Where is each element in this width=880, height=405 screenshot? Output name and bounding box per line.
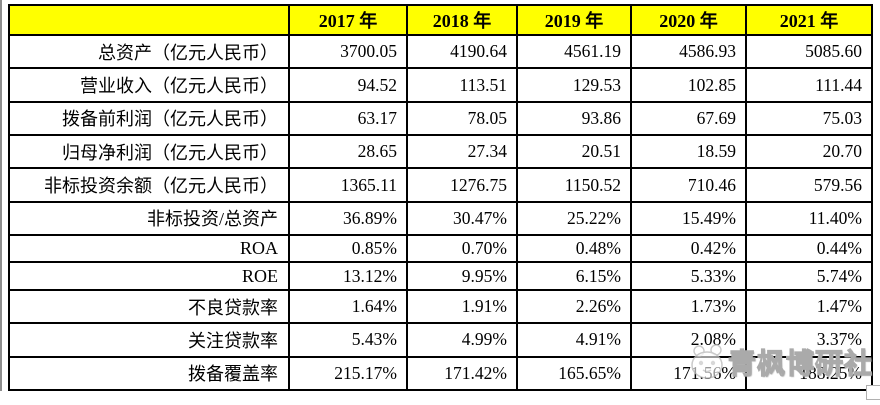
value-cell: 36.89% (288, 200, 408, 237)
value-cell: 2.08% (630, 322, 747, 358)
table-row: ROA 0.85% 0.70% 0.48% 0.42% 0.44% (8, 234, 873, 264)
row-label: 非标投资余额（亿元人民币） (8, 167, 290, 203)
table-row: 归母净利润（亿元人民币） 28.65 27.34 20.51 18.59 20.70 (8, 134, 873, 170)
value-cell: 710.46 (630, 167, 747, 203)
value-cell: 111.44 (745, 67, 873, 103)
value-cell: 18.59 (630, 134, 747, 170)
year-header-cell: 2017 年 (288, 4, 408, 36)
table-row: 非标投资余额（亿元人民币） 1365.11 1276.75 1150.52 710.46… (8, 167, 873, 203)
table-row: 不良贷款率 1.64% 1.91% 2.26% 1.73% 1.47% (8, 288, 873, 325)
value-cell: 5085.60 (745, 33, 873, 70)
table-row: 拨备覆盖率 215.17% 171.42% 165.65% 171.56% 188.25% (8, 355, 873, 392)
value-cell: 1365.11 (288, 167, 408, 203)
year-header-cell: 2018 年 (406, 4, 518, 36)
value-cell: 4190.64 (406, 33, 518, 70)
value-cell: 113.51 (406, 67, 518, 103)
row-label: ROE (8, 261, 290, 291)
value-cell: 2.26% (516, 288, 632, 325)
value-cell: 171.56% (630, 355, 747, 392)
value-cell: 1150.52 (516, 167, 632, 203)
value-cell: 171.42% (406, 355, 518, 392)
value-cell: 67.69 (630, 100, 747, 137)
value-cell: 25.22% (516, 200, 632, 237)
table-row: 非标投资/总资产 36.89% 30.47% 25.22% 15.49% 11.40% (8, 200, 873, 237)
value-cell: 188.25% (745, 355, 873, 392)
table-row: 营业收入（亿元人民币） 94.52 113.51 129.53 102.85 111.44 (8, 67, 873, 103)
value-cell: 0.42% (630, 234, 747, 264)
value-cell: 1276.75 (406, 167, 518, 203)
row-label: 拨备覆盖率 (8, 355, 290, 392)
value-cell: 4561.19 (516, 33, 632, 70)
row-label: 非标投资/总资产 (8, 200, 290, 237)
table-row: ROE 13.12% 9.95% 6.15% 5.33% 5.74% (8, 261, 873, 291)
value-cell: 4586.93 (630, 33, 747, 70)
value-cell: 165.65% (516, 355, 632, 392)
year-header-cell: 2021 年 (745, 4, 873, 36)
value-cell: 1.73% (630, 288, 747, 325)
value-cell: 129.53 (516, 67, 632, 103)
value-cell: 4.91% (516, 322, 632, 358)
value-cell: 28.65 (288, 134, 408, 170)
value-cell: 93.86 (516, 100, 632, 137)
value-cell: 6.15% (516, 261, 632, 291)
value-cell: 75.03 (745, 100, 873, 137)
row-label: 拨备前利润（亿元人民币） (8, 100, 290, 137)
row-label: 归母净利润（亿元人民币） (8, 134, 290, 170)
corner-header-cell (8, 4, 290, 36)
year-header-cell: 2019 年 (516, 4, 632, 36)
header-row: 2017 年 2018 年 2019 年 2020 年 2021 年 (8, 4, 873, 36)
value-cell: 0.48% (516, 234, 632, 264)
value-cell: 4.99% (406, 322, 518, 358)
value-cell: 0.70% (406, 234, 518, 264)
value-cell: 78.05 (406, 100, 518, 137)
value-cell: 0.85% (288, 234, 408, 264)
value-cell: 3.37% (745, 322, 873, 358)
value-cell: 9.95% (406, 261, 518, 291)
table-row: 拨备前利润（亿元人民币） 63.17 78.05 93.86 67.69 75.03 (8, 100, 873, 137)
row-label: ROA (8, 234, 290, 264)
value-cell: 20.51 (516, 134, 632, 170)
value-cell: 30.47% (406, 200, 518, 237)
value-cell: 0.44% (745, 234, 873, 264)
value-cell: 1.91% (406, 288, 518, 325)
value-cell: 5.33% (630, 261, 747, 291)
value-cell: 1.47% (745, 288, 873, 325)
row-label: 营业收入（亿元人民币） (8, 67, 290, 103)
value-cell: 215.17% (288, 355, 408, 392)
value-cell: 20.70 (745, 134, 873, 170)
value-cell: 94.52 (288, 67, 408, 103)
financial-table: 2017 年 2018 年 2019 年 2020 年 2021 年 总资产（亿元人民币… (8, 4, 873, 392)
year-header-cell: 2020 年 (630, 4, 747, 36)
row-label: 不良贷款率 (8, 288, 290, 325)
page-edge-line (0, 0, 2, 391)
value-cell: 15.49% (630, 200, 747, 237)
value-cell: 63.17 (288, 100, 408, 137)
row-label: 关注贷款率 (8, 322, 290, 358)
value-cell: 27.34 (406, 134, 518, 170)
value-cell: 5.74% (745, 261, 873, 291)
value-cell: 11.40% (745, 200, 873, 237)
row-label: 总资产（亿元人民币） (8, 33, 290, 70)
table-row: 关注贷款率 5.43% 4.99% 4.91% 2.08% 3.37% (8, 322, 873, 358)
corner-box (866, 385, 880, 400)
table-row: 总资产（亿元人民币） 3700.05 4190.64 4561.19 4586.93 50… (8, 33, 873, 70)
value-cell: 5.43% (288, 322, 408, 358)
value-cell: 1.64% (288, 288, 408, 325)
value-cell: 579.56 (745, 167, 873, 203)
table-body: 总资产（亿元人民币） 3700.05 4190.64 4561.19 4586.93 50… (8, 33, 873, 392)
value-cell: 13.12% (288, 261, 408, 291)
value-cell: 3700.05 (288, 33, 408, 70)
value-cell: 102.85 (630, 67, 747, 103)
